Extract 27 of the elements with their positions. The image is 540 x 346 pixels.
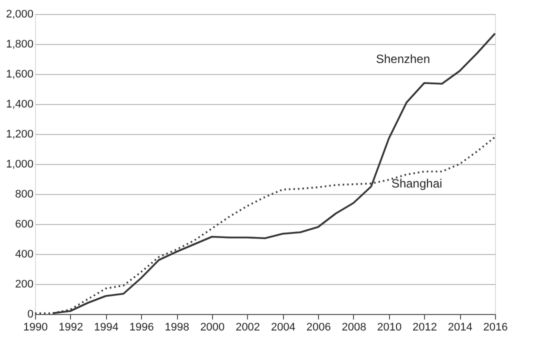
y-tick-label: 1,800 — [6, 38, 34, 50]
x-tick-label: 2012 — [412, 322, 437, 334]
x-tick-label: 2004 — [270, 322, 296, 334]
x-tick-label: 1994 — [94, 322, 119, 334]
y-tick-label: 400 — [15, 248, 34, 260]
y-tick-label: 600 — [15, 218, 34, 230]
x-tick-label: 2008 — [342, 322, 366, 334]
x-tick-label: 2000 — [200, 322, 225, 334]
x-tick-label: 1996 — [129, 322, 154, 334]
y-tick-label: 200 — [15, 278, 34, 290]
x-tick-label: 1992 — [58, 322, 84, 334]
x-tick-label: 2006 — [306, 322, 331, 334]
y-tick-label: 1,200 — [6, 128, 34, 140]
y-tick-label: 800 — [15, 188, 34, 200]
y-tick-label: 1,000 — [6, 158, 34, 170]
y-tick-label: 1,400 — [6, 98, 34, 110]
x-tick-label: 2014 — [448, 322, 472, 334]
x-tick-label: 1998 — [164, 322, 190, 334]
x-tick-label: 1990 — [23, 322, 48, 334]
y-tick-label: 0 — [27, 308, 34, 320]
x-tick-label: 2016 — [483, 322, 508, 334]
x-tick-label: 2010 — [377, 322, 402, 334]
series-label: Shenzhen — [376, 52, 430, 66]
y-tick-label: 1,600 — [6, 68, 34, 80]
x-tick-label: 2002 — [236, 322, 260, 334]
y-tick-label: 2,000 — [6, 8, 34, 20]
series-label: Shanghai — [391, 176, 442, 190]
